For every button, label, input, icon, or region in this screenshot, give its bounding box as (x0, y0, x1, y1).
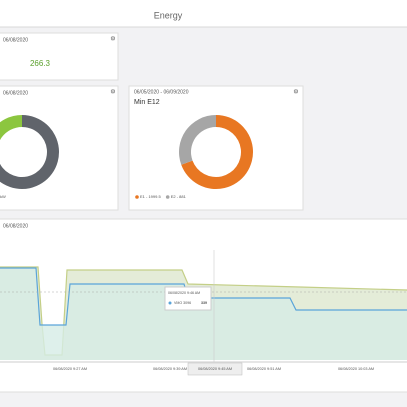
tooltip (164, 286, 212, 311)
x-tick-label: 06/08/2020 9:51 AM (247, 367, 281, 371)
x-tick-label: 06/08/2020 9:39 AM (153, 367, 187, 371)
x-tick-label: 06/08/2020 10:03 AM (338, 367, 374, 371)
card-title: Min E12 (134, 99, 160, 106)
tooltip-label: VMO 3096 (174, 301, 191, 305)
header-bar (0, 0, 407, 27)
donut-segment (0, 115, 59, 189)
card (0, 85, 119, 211)
tooltip-dot (168, 301, 172, 305)
line (0, 266, 407, 356)
card-date: 06/08/2020 (3, 90, 28, 96)
area (0, 268, 407, 360)
settings-icon[interactable]: ⚙ (293, 89, 298, 96)
settings-icon[interactable]: ⚙ (110, 36, 115, 43)
card (0, 32, 119, 81)
legend-label: E2 - 881 (171, 194, 187, 199)
card-date: 06/08/2020 (3, 223, 28, 229)
settings-icon[interactable]: ⚙ (110, 89, 115, 96)
donut-segment (181, 115, 254, 190)
donut-segment (179, 115, 216, 165)
card-date: 06/05/2020 - 06/09/2020 (134, 89, 189, 95)
x-tick-label: 06/08/2020 9:45 AM (198, 367, 232, 371)
x-tick-label: 06/08/2020 9:27 AM (53, 367, 87, 371)
card (128, 85, 304, 211)
legend-dot (135, 195, 139, 199)
legend-label: E1 - 1999.5 (140, 194, 161, 199)
tooltip-time: 06/08/2020 9:46 AM (168, 291, 200, 295)
x-highlight (187, 362, 243, 376)
card-date: 06/08/2020 (3, 37, 28, 43)
card-value: 266.3 (30, 59, 51, 68)
line-chart (0, 250, 407, 363)
tooltip-value: 339 (201, 301, 207, 305)
legend-dot (165, 195, 170, 199)
line (0, 267, 407, 326)
header-title: Energy (154, 10, 183, 20)
donut-segment (0, 115, 22, 141)
legend: kW (0, 194, 6, 199)
